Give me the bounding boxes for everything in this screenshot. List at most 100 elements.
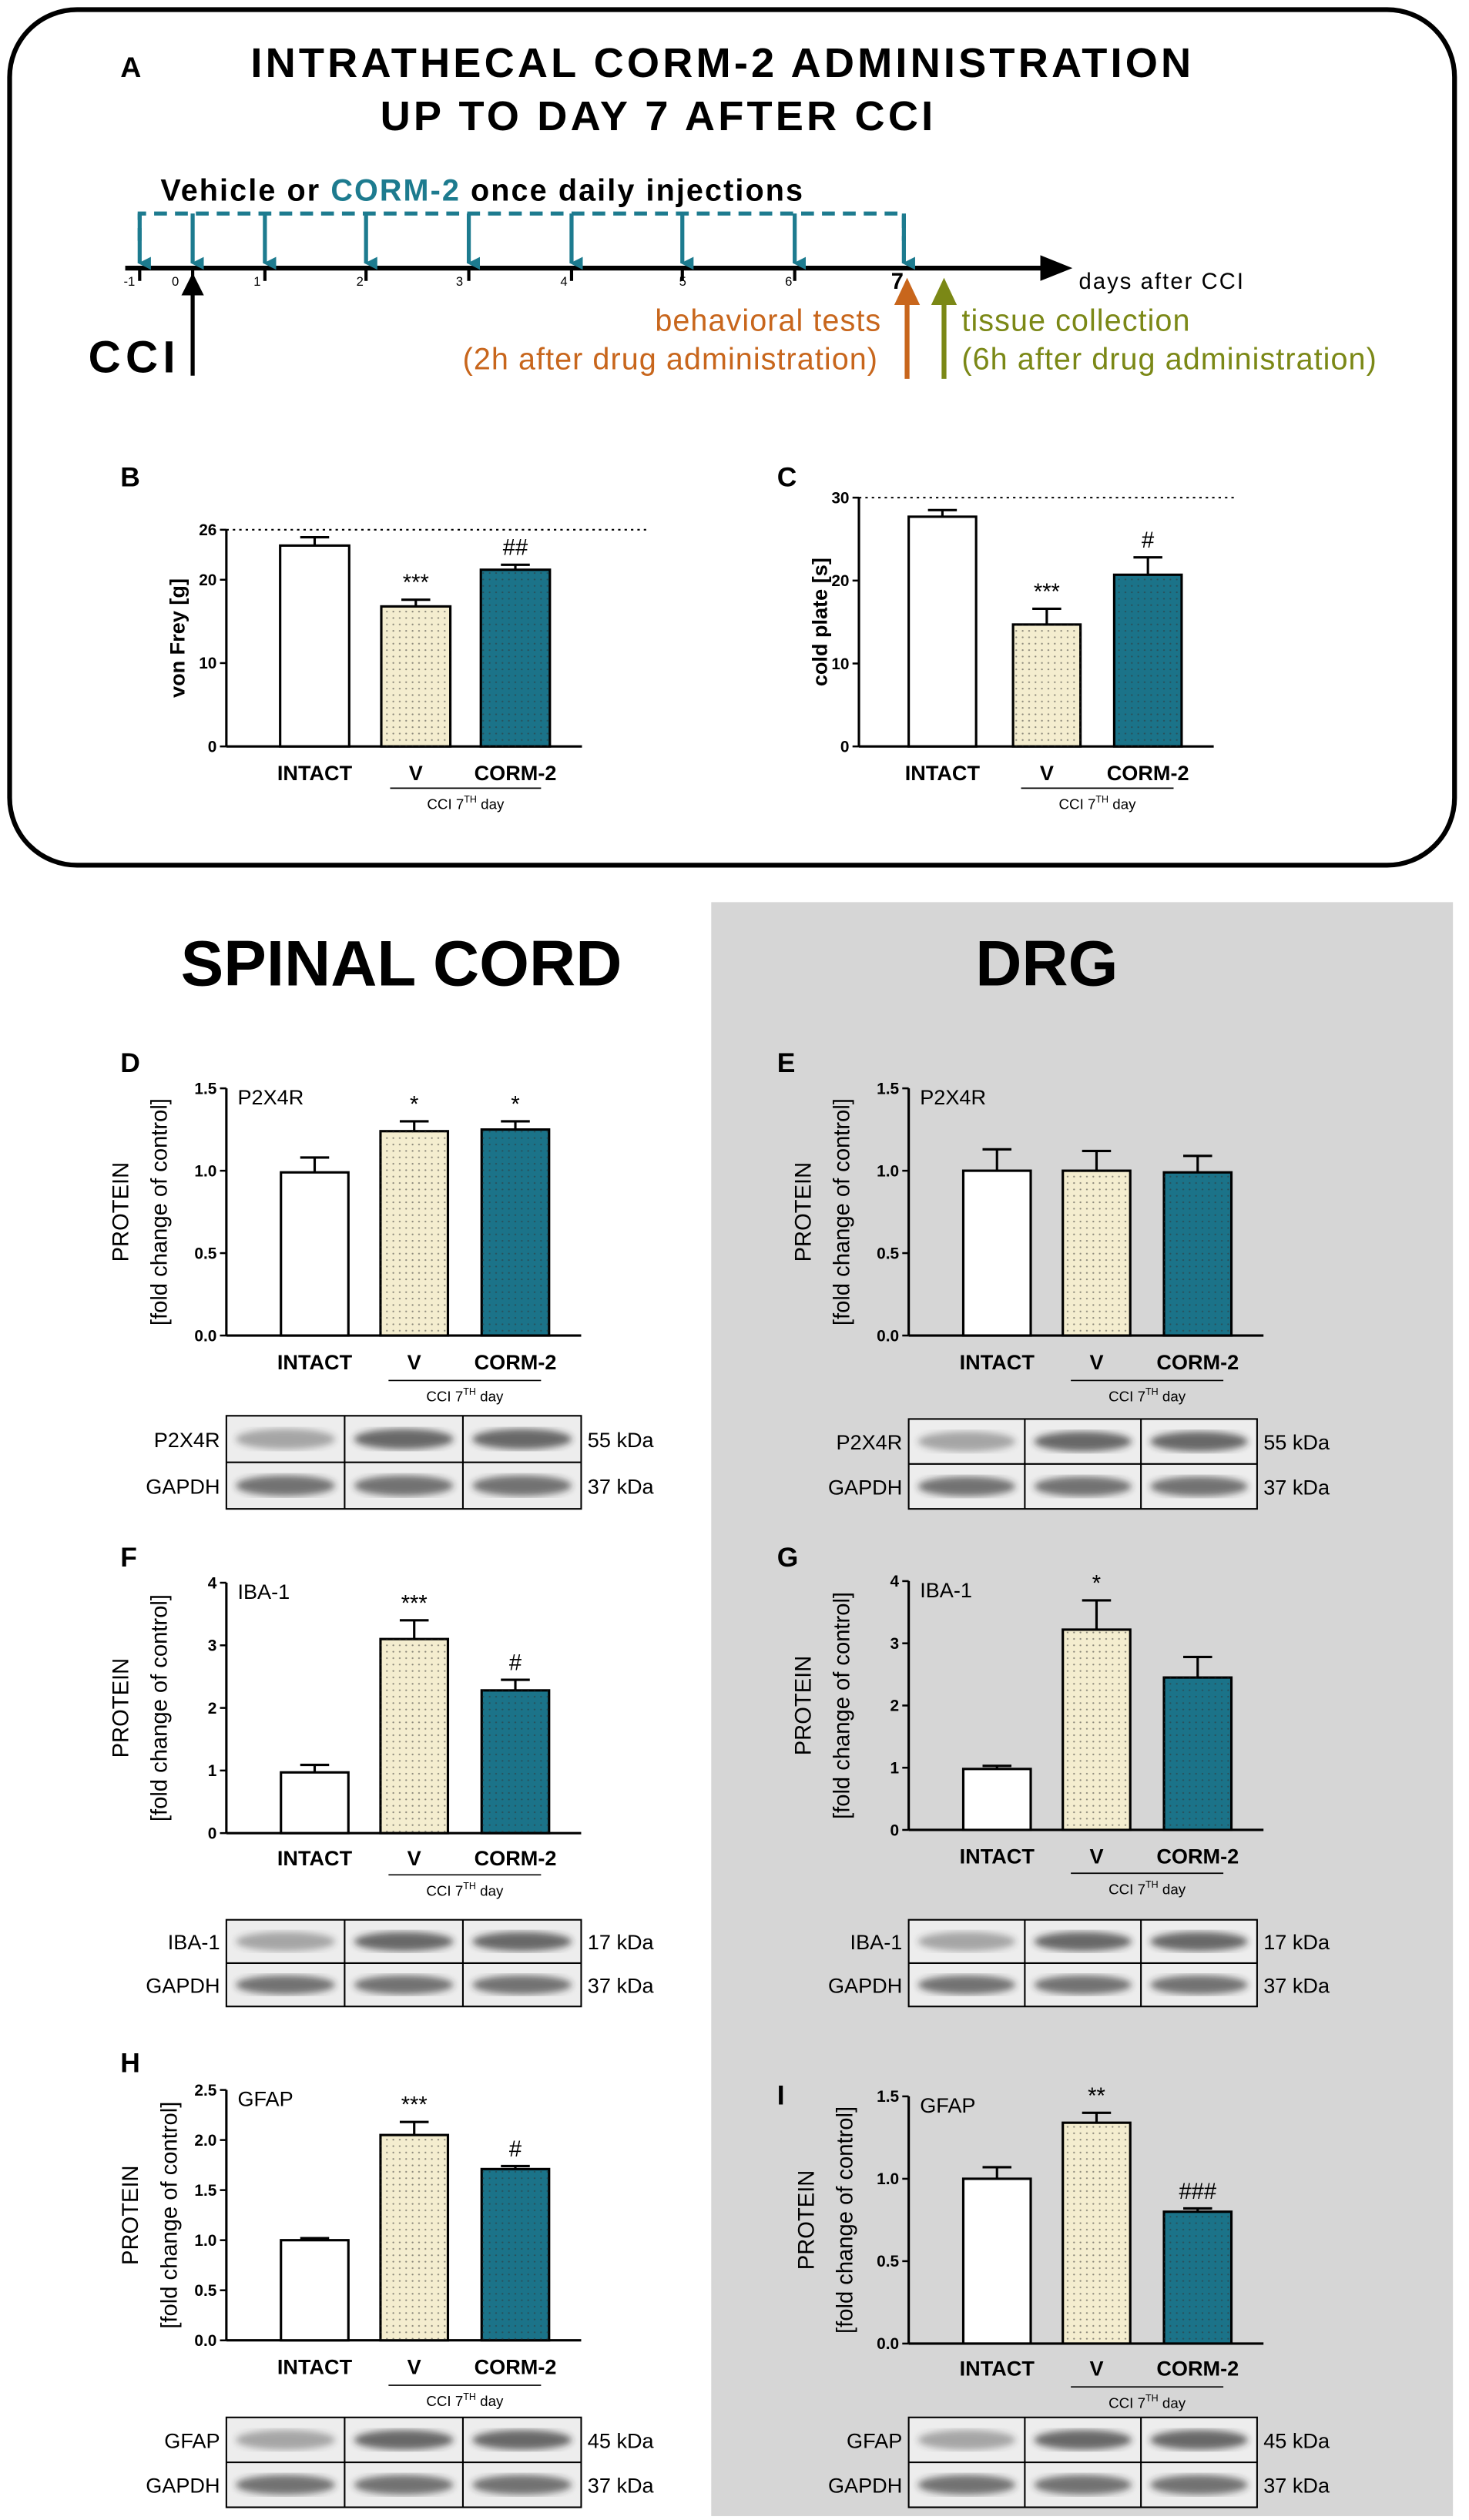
group-label-part: day: [1159, 1881, 1186, 1897]
bar-texture: [1062, 1629, 1131, 1830]
y-tick-label: 0.0: [194, 1327, 216, 1345]
blot-band: [917, 1975, 1016, 1995]
bar: [961, 1169, 1032, 1337]
group-label-part: day: [1159, 2394, 1186, 2411]
day-label: 6: [785, 274, 792, 289]
y-tick-label: 4: [208, 1574, 217, 1592]
day-label: 0: [172, 274, 179, 289]
y-tick-label: 2.5: [194, 2082, 216, 2099]
blot-band: [236, 1975, 336, 1995]
panel-letter: A: [120, 51, 141, 83]
bar-texture: [1164, 1172, 1232, 1336]
significance: ***: [403, 571, 429, 595]
y-tick-label: 10: [831, 655, 849, 673]
blot-size: 37 kDa: [588, 1474, 655, 1498]
x-tick-label: V: [1089, 2357, 1103, 2381]
blot-label: GAPDH: [828, 2474, 902, 2498]
blot-size: 55 kDa: [588, 1428, 655, 1452]
behavior-text: behavioral tests: [655, 303, 881, 337]
blot-size: 17 kDa: [588, 1930, 655, 1954]
x-tick-label: INTACT: [960, 2357, 1035, 2381]
group-label-part: TH: [463, 1386, 476, 1397]
y-tick-label: 1.5: [194, 1080, 216, 1097]
group-label: CCI 7TH day: [426, 1881, 504, 1898]
x-tick-label: V: [409, 761, 423, 785]
blot-band: [472, 2475, 572, 2495]
panel-title: GFAP: [920, 2093, 975, 2117]
bar: [280, 1171, 350, 1337]
blot-label: IBA-1: [168, 1930, 220, 1954]
y-tick-label: 1.0: [194, 2232, 216, 2250]
x-tick-label: CORM-2: [1156, 2357, 1239, 2381]
y-tick-label: 3: [208, 1637, 217, 1655]
y-tick-label: 1.5: [194, 2182, 216, 2200]
y-tick-label: 0.0: [877, 1327, 899, 1345]
y-tick-label: 0.5: [194, 1245, 216, 1262]
panel-a-frame: [7, 7, 1457, 868]
section-title: DRG: [975, 928, 1118, 1000]
x-tick-label: CORM-2: [475, 1350, 557, 1374]
group-label: CCI 7TH day: [1108, 1386, 1186, 1404]
x-tick-label: INTACT: [277, 761, 353, 785]
bar-texture: [481, 1129, 549, 1336]
panel-letter: D: [120, 1047, 140, 1078]
blot-band: [354, 1429, 454, 1449]
blot-band: [472, 1429, 572, 1449]
panel-letter: G: [777, 1542, 799, 1573]
y-axis-label: PROTEIN: [109, 1658, 134, 1758]
blot-label: GAPDH: [146, 2474, 220, 2498]
x-tick-label: INTACT: [277, 1350, 353, 1374]
y-tick-label: 1: [890, 1760, 900, 1778]
significance: ***: [401, 1591, 428, 1616]
y-tick-label: 0.0: [194, 2332, 216, 2350]
bar-texture: [1013, 624, 1081, 747]
blot-band: [472, 1475, 572, 1496]
y-tick-label: 10: [199, 655, 216, 672]
blot-size: 37 kDa: [1263, 2474, 1330, 2498]
group-label-part: TH: [1095, 794, 1108, 805]
panel-title: IBA-1: [237, 1580, 290, 1603]
y-axis-label: [fold change of control]: [148, 1098, 173, 1325]
y-axis-label: von Frey [g]: [166, 578, 189, 698]
y-axis-label: PROTEIN: [109, 1162, 134, 1262]
blot-band: [354, 2430, 454, 2450]
blot-size: 37 kDa: [1263, 1974, 1330, 1998]
bar-texture: [380, 1639, 448, 1834]
blot-band: [917, 2430, 1016, 2450]
blot-label: P2X4R: [836, 1430, 902, 1454]
group-label-part: CCI 7: [426, 2393, 463, 2409]
x-tick-label: INTACT: [905, 761, 981, 785]
bar-texture: [1062, 1171, 1131, 1336]
blot-label: GAPDH: [828, 1475, 902, 1499]
group-label-part: TH: [463, 2391, 476, 2402]
bar-texture: [1164, 2211, 1232, 2344]
y-axis-label: cold plate [s]: [807, 558, 831, 686]
y-tick-label: 0.5: [877, 2253, 899, 2270]
group-label-part: CCI 7: [1108, 1389, 1145, 1405]
tissue-text: (6h after drug administration): [961, 342, 1377, 376]
y-tick-label: 0.5: [194, 2282, 216, 2300]
bar-texture: [481, 1690, 549, 1834]
y-axis-label: PROTEIN: [791, 1162, 816, 1262]
blot-band: [1150, 2430, 1248, 2450]
y-tick-label: 0.5: [877, 1245, 899, 1262]
blot-label: GAPDH: [828, 1974, 902, 1998]
day-label: 1: [253, 274, 260, 289]
y-tick-label: 20: [831, 572, 849, 590]
group-label-part: TH: [463, 1881, 476, 1892]
blot-band: [917, 1431, 1016, 1452]
group-label: CCI 7TH day: [1108, 2393, 1186, 2411]
section-title: SPINAL CORD: [181, 928, 622, 1000]
x-tick-label: CORM-2: [475, 761, 557, 785]
group-label: CCI 7TH day: [1108, 1879, 1186, 1897]
y-tick-label: 0: [840, 738, 850, 756]
injection-line: [137, 211, 906, 241]
blot-label: GAPDH: [146, 1974, 220, 1998]
blot-band: [1034, 1431, 1132, 1452]
group-label-part: day: [1108, 796, 1136, 812]
blot-band: [236, 2430, 336, 2450]
y-tick-label: 1.5: [877, 1080, 899, 1097]
diagram-title: INTRATHECAL CORM-2 ADMINISTRATION: [250, 40, 1194, 86]
